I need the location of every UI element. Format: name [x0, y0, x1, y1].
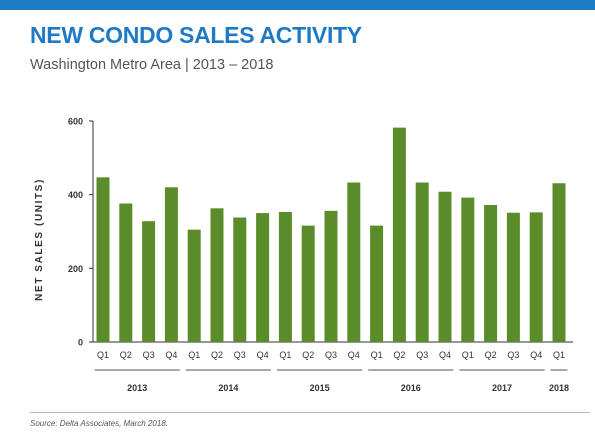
x-tick-label: Q1	[371, 350, 383, 360]
x-tick-label: Q2	[485, 350, 497, 360]
y-axis-title: NET SALES (UNITS)	[34, 178, 45, 301]
y-tick-label: 400	[68, 190, 83, 200]
page-title: NEW CONDO SALES ACTIVITY	[30, 22, 362, 48]
bar	[461, 197, 475, 342]
y-tick-label: 0	[78, 338, 83, 348]
bar	[370, 225, 384, 342]
year-group-label: 2017	[492, 383, 512, 393]
footer-divider	[30, 412, 590, 413]
x-tick-label: Q3	[507, 350, 519, 360]
bar	[278, 211, 292, 342]
x-tick-label: Q2	[302, 350, 314, 360]
x-tick-label: Q3	[234, 350, 246, 360]
bar	[438, 191, 452, 342]
top-accent-bar	[0, 0, 595, 10]
x-tick-label: Q2	[393, 350, 405, 360]
bar	[256, 213, 270, 342]
x-tick-label: Q3	[325, 350, 337, 360]
bar	[529, 212, 543, 342]
x-tick-label: Q3	[143, 350, 155, 360]
x-tick-label: Q4	[348, 350, 360, 360]
x-tick-label: Q4	[165, 350, 177, 360]
year-group-label: 2018	[549, 383, 569, 393]
bar	[392, 127, 406, 342]
bar	[210, 208, 224, 342]
x-tick-label: Q2	[120, 350, 132, 360]
bar	[142, 221, 156, 342]
x-tick-label: Q1	[188, 350, 200, 360]
bar	[119, 203, 133, 342]
bar	[324, 210, 338, 342]
x-tick-label: Q4	[257, 350, 269, 360]
bar	[347, 182, 361, 342]
bar	[96, 177, 110, 342]
x-tick-label: Q1	[279, 350, 291, 360]
x-tick-label: Q2	[211, 350, 223, 360]
x-tick-label: Q1	[553, 350, 565, 360]
year-group-label: 2013	[127, 383, 147, 393]
bar	[187, 229, 201, 342]
source-note: Source: Delta Associates, March 2018.	[30, 419, 168, 428]
y-tick-label: 600	[68, 117, 83, 127]
year-group-label: 2015	[310, 383, 330, 393]
year-group-label: 2016	[401, 383, 421, 393]
bar	[484, 204, 498, 342]
y-tick-label: 200	[68, 264, 83, 274]
page-subtitle: Washington Metro Area | 2013 – 2018	[30, 57, 274, 73]
year-group-label: 2014	[218, 383, 238, 393]
bar	[164, 187, 178, 342]
bar	[415, 182, 429, 342]
bar	[301, 225, 315, 342]
x-tick-label: Q4	[530, 350, 542, 360]
bar	[552, 183, 566, 342]
bar	[506, 212, 520, 342]
x-tick-label: Q1	[462, 350, 474, 360]
bar	[233, 217, 247, 342]
x-tick-label: Q1	[97, 350, 109, 360]
x-tick-label: Q4	[439, 350, 451, 360]
x-tick-label: Q3	[416, 350, 428, 360]
